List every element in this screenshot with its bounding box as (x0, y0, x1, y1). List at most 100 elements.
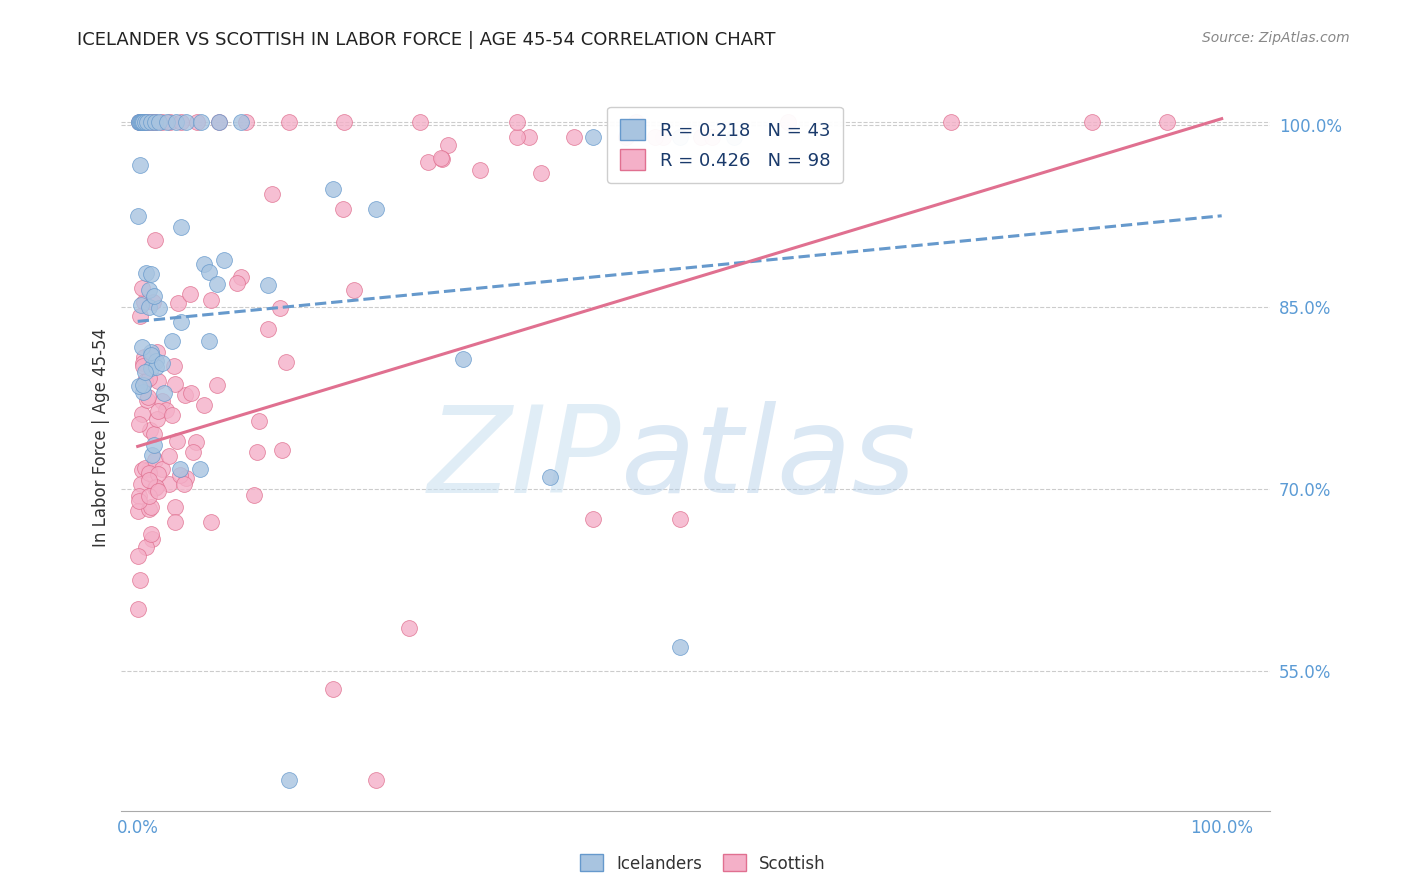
Point (141, 361, 163, 376)
Point (398, 622, 420, 636)
Point (668, 640, 690, 654)
Point (128, 115, 150, 129)
Point (132, 115, 155, 129)
Point (626, 115, 648, 129)
Point (170, 219, 193, 234)
Point (246, 444, 269, 458)
Point (148, 115, 170, 129)
Point (129, 309, 152, 323)
Point (208, 115, 231, 129)
Point (197, 334, 219, 348)
Point (193, 256, 215, 270)
Point (138, 283, 160, 297)
Point (148, 301, 170, 316)
Point (451, 352, 474, 367)
Point (143, 115, 166, 129)
Point (129, 157, 152, 171)
Point (132, 356, 155, 370)
Point (139, 267, 162, 281)
Point (437, 137, 460, 152)
Point (165, 515, 187, 529)
Point (132, 378, 155, 392)
Point (128, 573, 150, 587)
Point (145, 360, 167, 375)
Point (131, 115, 153, 129)
Point (166, 434, 188, 448)
Point (141, 532, 163, 546)
Point (148, 374, 170, 388)
Point (129, 115, 152, 129)
Point (644, 129, 666, 144)
Point (131, 384, 153, 399)
Point (366, 202, 388, 216)
Point (142, 427, 165, 442)
Point (668, 129, 690, 144)
Point (332, 202, 354, 217)
Point (135, 540, 157, 554)
Point (723, 129, 745, 144)
Point (506, 129, 529, 144)
Point (139, 115, 162, 129)
Point (165, 115, 187, 129)
Point (278, 773, 301, 788)
Point (134, 115, 156, 129)
Point (1156, 115, 1178, 129)
Point (193, 398, 215, 412)
Point (160, 334, 183, 349)
Point (176, 115, 198, 129)
Point (128, 493, 150, 508)
Point (150, 461, 173, 475)
Point (153, 386, 176, 401)
Point (143, 115, 166, 129)
Point (582, 512, 605, 526)
Point (138, 502, 160, 516)
Point (186, 115, 208, 129)
Point (668, 512, 690, 526)
Point (128, 115, 150, 129)
Point (152, 394, 174, 409)
Point (135, 266, 157, 280)
Text: Source: ZipAtlas.com: Source: ZipAtlas.com (1202, 31, 1350, 45)
Point (134, 365, 156, 379)
Point (128, 115, 150, 129)
Point (136, 391, 159, 405)
Point (332, 115, 354, 129)
Point (134, 461, 156, 475)
Point (132, 295, 155, 310)
Point (651, 129, 673, 144)
Point (260, 186, 283, 201)
Point (269, 301, 291, 316)
Point (169, 462, 191, 476)
Point (141, 500, 163, 514)
Point (700, 129, 723, 144)
Point (145, 345, 167, 359)
Point (131, 463, 153, 477)
Point (517, 129, 540, 144)
Point (138, 466, 160, 480)
Point (1080, 115, 1102, 129)
Point (127, 549, 149, 563)
Point (146, 412, 169, 426)
Point (160, 408, 183, 422)
Point (366, 773, 388, 788)
Point (689, 129, 711, 144)
Point (166, 295, 188, 310)
Point (146, 467, 169, 481)
Point (128, 115, 150, 129)
Point (276, 355, 298, 369)
Point (430, 151, 453, 165)
Point (163, 500, 186, 515)
Point (180, 385, 202, 400)
Point (156, 115, 179, 129)
Point (470, 163, 492, 178)
Point (242, 488, 264, 502)
Point (229, 115, 252, 129)
Point (150, 115, 173, 129)
Point (530, 165, 553, 179)
Point (614, 129, 637, 144)
Point (131, 359, 153, 374)
Point (430, 152, 453, 166)
Point (139, 348, 162, 362)
Point (138, 473, 160, 487)
Point (169, 468, 191, 483)
